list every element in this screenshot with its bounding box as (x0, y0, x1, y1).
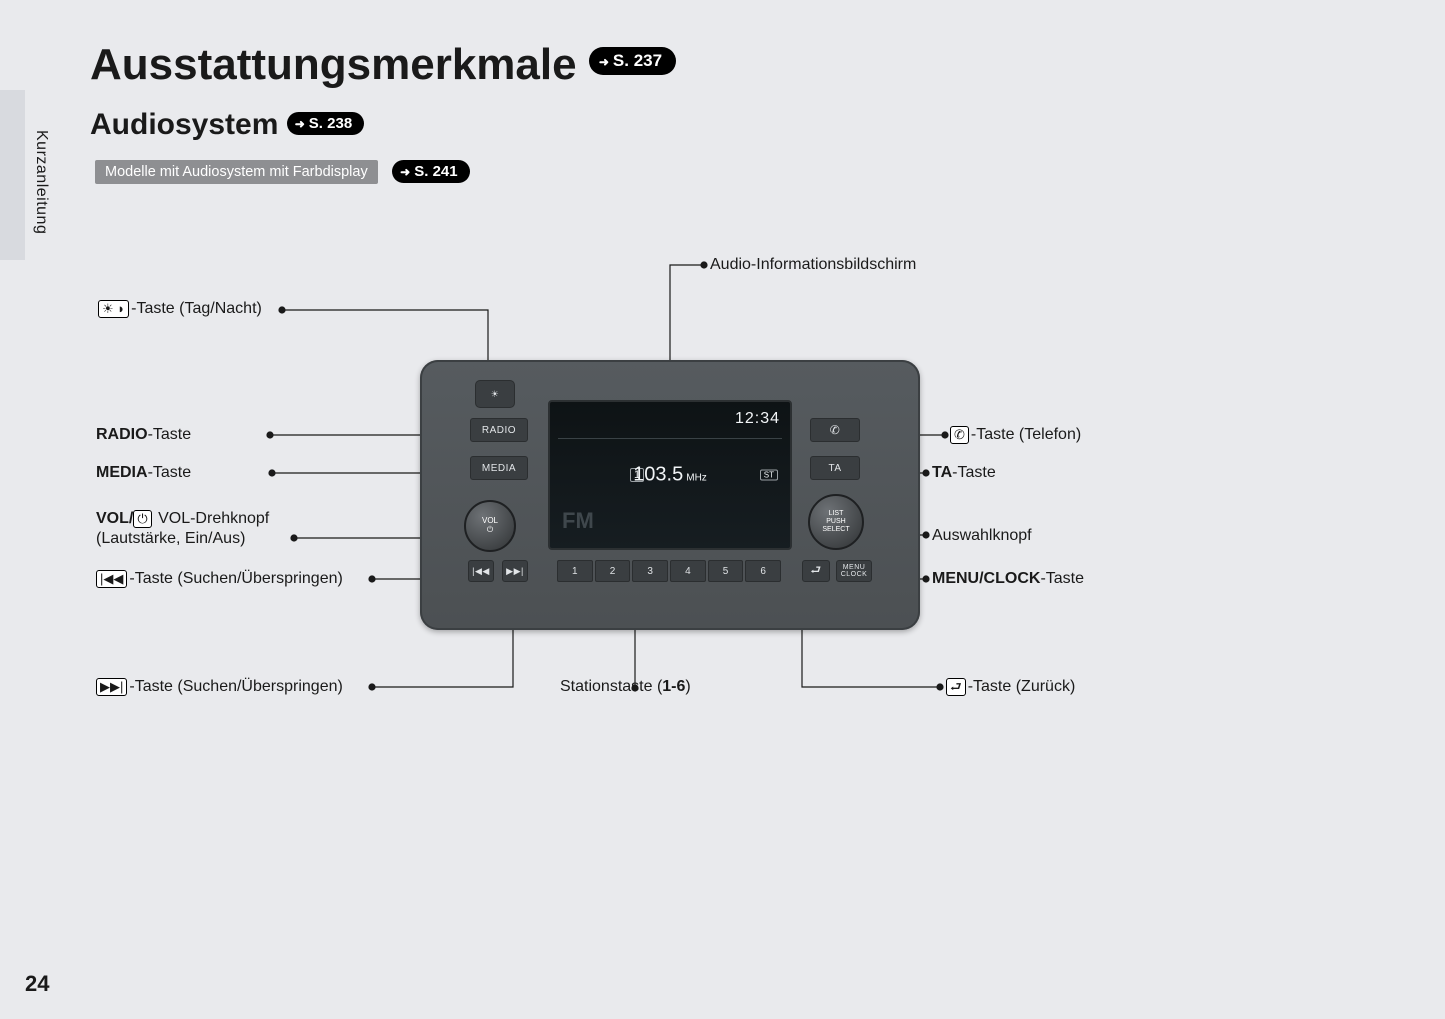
head-unit: ☀ RADIO MEDIA VOL ⏻ |◀◀ ▶▶| ✆ TA LIST PU… (420, 360, 920, 630)
page-ref-section: S. 238 (287, 112, 364, 135)
next-button[interactable]: ▶▶| (502, 560, 528, 582)
audio-screen: 12:34 1 103.5MHz ST FM (548, 400, 792, 550)
skip-back-glyph-icon: |◀◀ (472, 566, 490, 577)
label-prev: |◀◀-Taste (Suchen/Überspringen) (96, 570, 343, 588)
label-stations: Stationstaste (1-6) (560, 678, 691, 696)
page-number: 24 (25, 971, 49, 997)
label-vol-line2: (Lautstärke, Ein/Aus) (96, 530, 245, 548)
label-audio-screen: Audio-Informationsbildschirm (710, 256, 916, 274)
page-title-text: Ausstattungsmerkmale (90, 40, 577, 89)
phone-icon: ✆ (950, 426, 969, 444)
screen-divider (558, 438, 782, 439)
phone-glyph-icon: ✆ (830, 423, 841, 437)
page-title: Ausstattungsmerkmale S. 237 (90, 40, 676, 90)
daynight-icon: ☀ ◗ (98, 300, 129, 318)
phone-button[interactable]: ✆ (810, 418, 860, 442)
preset-6-button[interactable]: 6 (745, 560, 781, 582)
preset-row: 1 2 3 4 5 6 (557, 560, 781, 582)
label-select: Auswahlknopf (932, 527, 1032, 545)
screen-frequency: 103.5MHz (633, 464, 707, 487)
label-menuclock: MENU/CLOCK-Taste (932, 570, 1084, 588)
select-knob[interactable]: LIST PUSH SELECT (808, 494, 864, 550)
prev-button[interactable]: |◀◀ (468, 560, 494, 582)
preset-5-button[interactable]: 5 (708, 560, 744, 582)
daynight-button[interactable]: ☀ (475, 380, 515, 408)
radio-button[interactable]: RADIO (470, 418, 528, 442)
skip-fwd-glyph-icon: ▶▶| (506, 566, 524, 577)
screen-band: FM (562, 508, 594, 534)
page-ref-model: S. 241 (392, 160, 469, 183)
power-glyph-icon: ⏻ (487, 526, 493, 535)
brightness-icon: ☀ (491, 389, 500, 400)
page-ref-title: S. 237 (589, 47, 676, 75)
side-tab-strip (0, 90, 25, 260)
back-button[interactable]: ⮐ (802, 560, 830, 582)
label-back: ⮐-Taste (Zurück) (946, 678, 1075, 696)
label-daynight: ☀ ◗-Taste (Tag/Nacht) (98, 300, 262, 318)
label-ta: TA-Taste (932, 464, 996, 482)
label-phone: ✆-Taste (Telefon) (950, 426, 1081, 444)
label-next: ▶▶|-Taste (Suchen/Überspringen) (96, 678, 343, 696)
section-title: Audiosystem S. 238 (90, 108, 364, 142)
model-note: Modelle mit Audiosystem mit Farbdisplay … (95, 160, 470, 184)
preset-3-button[interactable]: 3 (632, 560, 668, 582)
side-tab-label: Kurzanleitung (32, 130, 50, 234)
label-radio: RADIO-Taste (96, 426, 191, 444)
skip-forward-icon: ▶▶| (96, 678, 127, 696)
skip-back-icon: |◀◀ (96, 570, 127, 588)
power-icon: ⏻ (133, 510, 151, 528)
preset-4-button[interactable]: 4 (670, 560, 706, 582)
label-vol-line1: VOL/⏻ VOL-Drehknopf (96, 510, 269, 528)
page: Kurzanleitung 24 Ausstattungsmerkmale S.… (0, 0, 1445, 1019)
ta-button[interactable]: TA (810, 456, 860, 480)
preset-2-button[interactable]: 2 (595, 560, 631, 582)
volume-knob[interactable]: VOL ⏻ (464, 500, 516, 552)
back-icon: ⮐ (946, 678, 966, 696)
label-media: MEDIA-Taste (96, 464, 191, 482)
screen-stereo-badge: ST (760, 470, 778, 481)
menu-clock-button[interactable]: MENU CLOCK (836, 560, 872, 582)
back-glyph-icon: ⮐ (810, 561, 821, 582)
section-title-text: Audiosystem (90, 108, 278, 141)
preset-1-button[interactable]: 1 (557, 560, 593, 582)
diagram: Audio-Informationsbildschirm ☀ ◗-Taste (… (90, 250, 1370, 750)
model-note-text: Modelle mit Audiosystem mit Farbdisplay (95, 160, 378, 184)
screen-clock: 12:34 (735, 410, 780, 428)
media-button[interactable]: MEDIA (470, 456, 528, 480)
